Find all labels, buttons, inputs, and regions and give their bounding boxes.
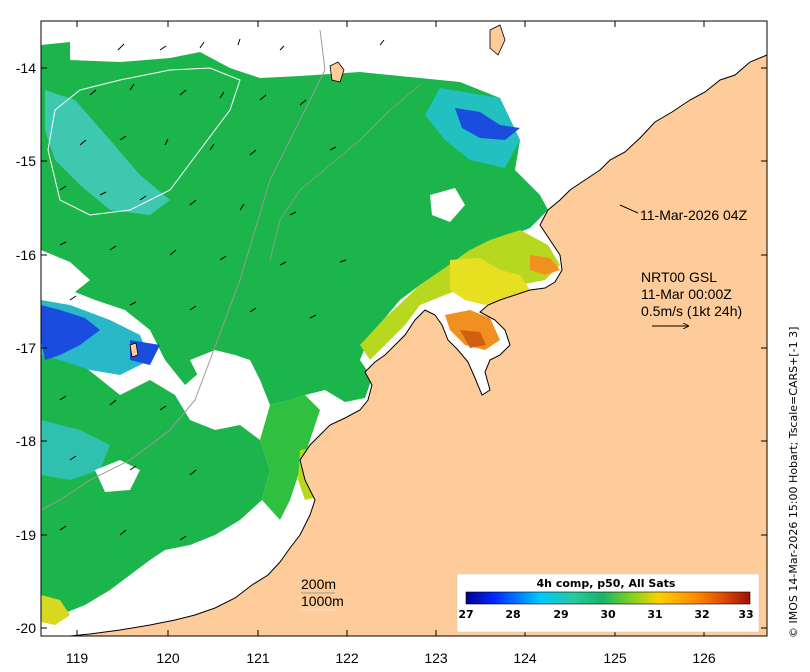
sst-yellow-sw xyxy=(41,595,70,625)
colorbar-tick: 29 xyxy=(553,608,568,621)
sst-green-southeast xyxy=(260,395,320,520)
x-tick-label: 121 xyxy=(246,650,270,666)
currents-time: 11-Mar 00:00Z xyxy=(641,286,732,302)
colorbar-tick: 33 xyxy=(738,608,753,621)
cloud-gap-5 xyxy=(95,460,140,492)
island-3 xyxy=(129,342,139,358)
sst-cyan-west xyxy=(45,90,170,215)
sst-blue-north xyxy=(455,108,520,140)
isobath-1000m xyxy=(47,67,241,216)
island-2 xyxy=(489,24,506,56)
y-tick-label: -19 xyxy=(16,527,36,543)
sst-blue-west xyxy=(41,305,100,360)
colorbar: 4h comp, p50, All Sats 27 28 29 30 31 32… xyxy=(456,573,760,633)
currents-scale: 0.5m/s (1kt 24h) xyxy=(641,303,742,319)
y-tick-label: -20 xyxy=(16,620,36,636)
cloud-gap-3 xyxy=(430,188,465,222)
timestamp-pointer xyxy=(619,204,639,214)
isobath-200m-label: 200m xyxy=(301,576,336,592)
isobath-1000m-label: 1000m xyxy=(301,593,344,609)
colorbar-title: 4h comp, p50, All Sats xyxy=(537,577,676,590)
y-tick-label: -18 xyxy=(16,433,36,449)
land-mass xyxy=(69,54,767,636)
sst-orange-gulf xyxy=(445,310,500,350)
sst-green-main xyxy=(41,42,548,405)
x-tick-label: 120 xyxy=(156,650,180,666)
x-tick-label: 125 xyxy=(603,650,627,666)
colorbar-ramp xyxy=(465,591,751,605)
sst-blue-mid xyxy=(130,340,160,365)
sst-green-south xyxy=(41,350,270,620)
plot-frame xyxy=(40,20,768,637)
current-vectors xyxy=(59,38,385,541)
currents-title: NRT00 GSL xyxy=(641,269,717,285)
cloud-gap-4 xyxy=(150,530,262,600)
timestamp-label: 11-Mar-2026 04Z xyxy=(640,207,748,223)
sst-darkorange xyxy=(460,330,486,348)
colorbar-tick: 28 xyxy=(505,608,520,621)
colorbar-tick: 31 xyxy=(647,608,662,621)
credit-text: © IMOS 14-Mar-2026 15:00 Hobart; Tscale=… xyxy=(787,327,800,638)
sst-cyan-southwest xyxy=(41,420,110,480)
y-tick-labels: -14 -15 -16 -17 -18 -19 -20 xyxy=(16,60,36,636)
y-axis xyxy=(41,67,767,629)
island-1 xyxy=(329,61,345,83)
y-tick-label: -14 xyxy=(16,60,36,76)
colorbar-tick: 27 xyxy=(458,608,473,621)
sst-orange-east xyxy=(530,255,560,275)
x-tick-label: 126 xyxy=(692,650,716,666)
sst-yellow-coast xyxy=(450,258,530,305)
y-tick-label: -17 xyxy=(16,340,36,356)
colorbar-tick: 32 xyxy=(694,608,709,621)
x-tick-label: 119 xyxy=(66,650,89,666)
x-tick-label: 123 xyxy=(424,650,448,666)
cloud-gap-2 xyxy=(190,350,265,410)
isobath-shelf xyxy=(269,84,421,261)
cloud-gap-1 xyxy=(41,250,90,292)
colorbar-tick: 30 xyxy=(600,608,616,621)
x-tick-labels: 119 120 121 122 123 124 125 126 xyxy=(66,650,716,666)
y-tick-label: -16 xyxy=(16,247,36,263)
sst-yellow-shelf xyxy=(360,230,560,360)
x-tick-label: 124 xyxy=(513,650,537,666)
y-tick-label: -15 xyxy=(16,153,36,169)
isobath-200m xyxy=(41,29,326,511)
x-tick-label: 122 xyxy=(335,650,359,666)
